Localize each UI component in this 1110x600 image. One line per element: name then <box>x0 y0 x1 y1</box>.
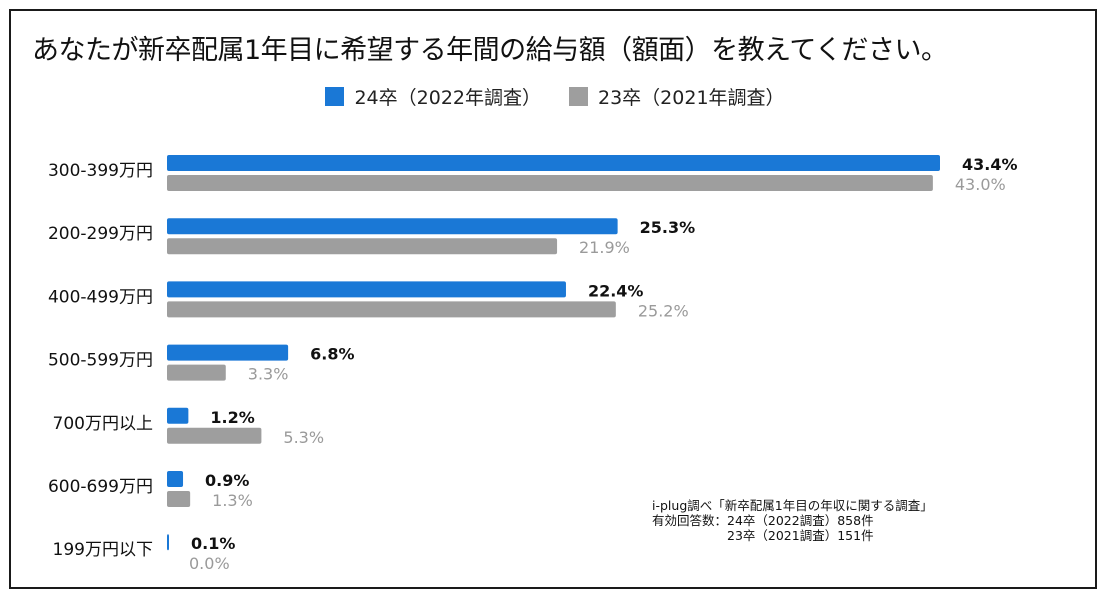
bar-24 <box>167 155 940 171</box>
value-label-24: 6.8% <box>310 345 354 364</box>
chart-title: あなたが新卒配属1年目に希望する年間の給与額（額面）を教えてください。 <box>32 35 948 66</box>
chart-frame <box>9 9 1097 589</box>
legend-swatch-23 <box>569 87 588 106</box>
value-label-24: 22.4% <box>588 281 644 300</box>
value-label-24: 0.9% <box>205 471 249 490</box>
bar-23 <box>167 238 558 255</box>
category-label: 600-699万円 <box>48 477 153 497</box>
bar-24 <box>167 218 618 235</box>
bar-24 <box>167 407 189 424</box>
bar-24 <box>167 534 169 551</box>
legend-label-23: 23卒（2021年調査） <box>598 87 785 109</box>
source-note-line3: 23卒（2021調査）151件 <box>652 528 874 543</box>
value-label-23: 25.2% <box>638 301 689 320</box>
value-label-23: 1.3% <box>212 491 253 510</box>
legend-item-24: 24卒（2022年調査） <box>325 83 541 110</box>
value-label-24: 0.1% <box>191 534 235 553</box>
legend-label-24: 24卒（2022年調査） <box>354 87 541 109</box>
category-label: 700万円以上 <box>53 414 153 434</box>
legend-item-23: 23卒（2021年調査） <box>569 83 785 110</box>
category-label: 199万円以下 <box>53 540 153 560</box>
bar-23 <box>167 364 226 381</box>
source-note: i-plug調べ「新卒配属1年目の年収に関する調査」 有効回答数：24卒（202… <box>652 498 933 543</box>
category-label: 500-599万円 <box>48 351 153 371</box>
value-label-23: 0.0% <box>189 554 230 573</box>
value-label-24: 25.3% <box>640 218 696 237</box>
source-note-line1: i-plug調べ「新卒配属1年目の年収に関する調査」 <box>652 498 933 513</box>
value-label-23: 5.3% <box>283 428 324 447</box>
bar-24 <box>167 281 566 298</box>
legend-swatch-24 <box>325 87 345 106</box>
value-label-24: 43.4% <box>962 155 1018 174</box>
value-label-23: 3.3% <box>248 365 289 384</box>
bar-23 <box>167 427 262 444</box>
bar-23 <box>167 491 191 507</box>
bar-24 <box>167 344 289 361</box>
category-label: 300-399万円 <box>48 161 153 181</box>
category-label: 200-299万円 <box>48 224 153 244</box>
legend: 24卒（2022年調査） 23卒（2021年調査） <box>0 83 1110 110</box>
category-label: 400-499万円 <box>48 287 153 307</box>
value-label-23: 43.0% <box>955 175 1006 194</box>
bar-24 <box>167 471 184 487</box>
value-label-23: 21.9% <box>579 238 630 257</box>
value-label-24: 1.2% <box>210 408 254 427</box>
source-note-line2: 有効回答数：24卒（2022調査）858件 <box>652 513 874 528</box>
bar-23 <box>167 301 616 318</box>
bar-23 <box>167 175 933 191</box>
